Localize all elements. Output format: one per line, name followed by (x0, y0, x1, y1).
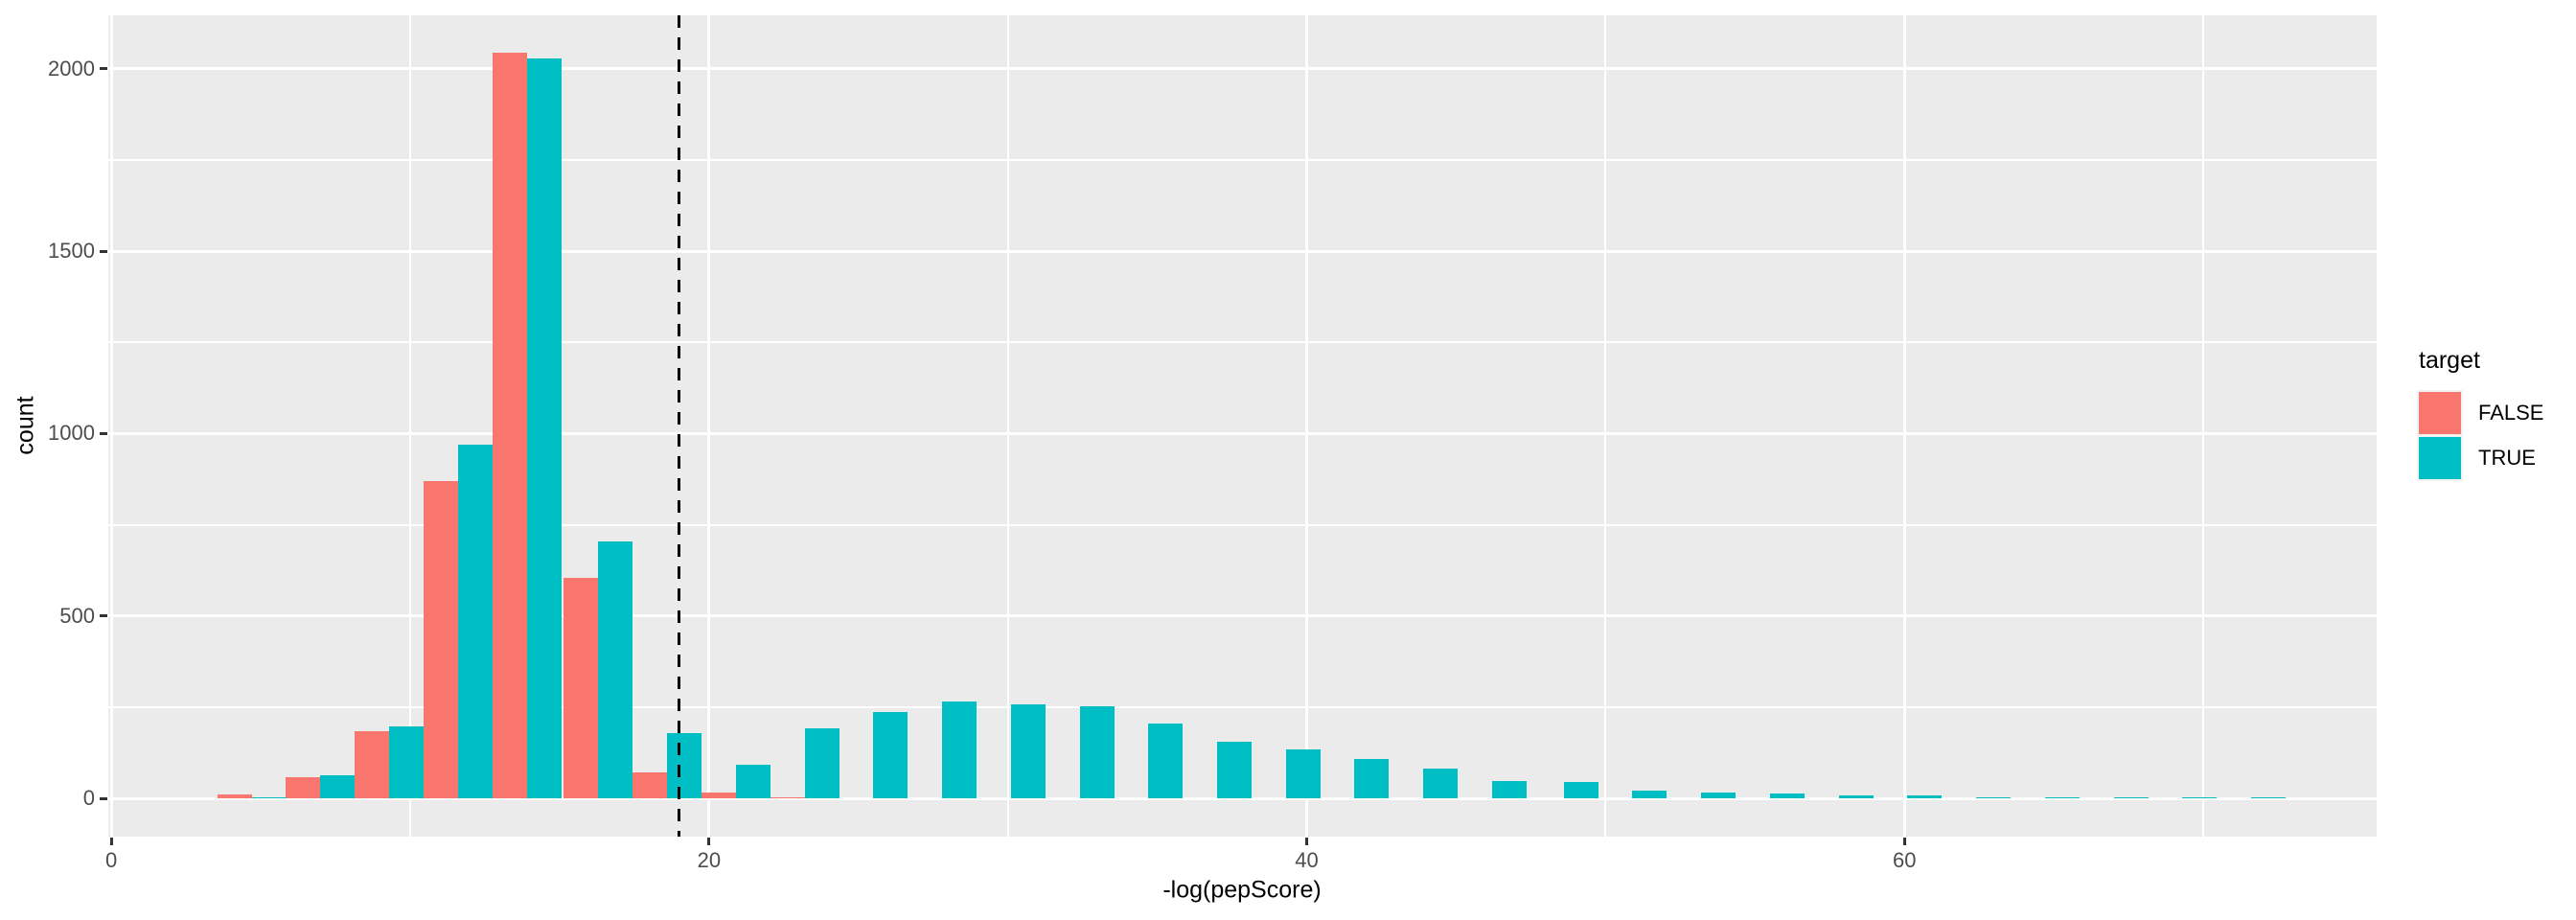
legend: target FALSE TRUE (2407, 347, 2570, 480)
x-tick-label: 60 (1893, 848, 1917, 872)
bar-true (1491, 780, 1527, 799)
bar-true (457, 444, 493, 799)
gridline-y-major (108, 614, 2377, 618)
plot-panel (108, 15, 2377, 837)
bar-true (942, 701, 978, 799)
y-tick-mark (100, 431, 107, 435)
gridline-y-major (108, 249, 2377, 253)
bar-true (320, 775, 356, 799)
legend-swatch-false (2419, 391, 2461, 434)
bar-true (1354, 758, 1390, 799)
bar-true (1423, 768, 1459, 799)
bar-false (286, 776, 321, 799)
gridline-x-major (109, 15, 113, 837)
bar-true (1701, 793, 1736, 799)
bar-false (770, 796, 805, 799)
bar-true (598, 540, 633, 799)
y-tick-label: 1500 (48, 239, 95, 264)
legend-entry-true: TRUE (2419, 435, 2570, 480)
bar-true (873, 711, 908, 799)
bar-true (1216, 742, 1252, 799)
bar-true (2182, 796, 2218, 799)
bar-false (701, 793, 736, 799)
gridline-y-minor (108, 341, 2377, 344)
bar-true (251, 796, 287, 799)
gridline-y-major (108, 796, 2377, 800)
gridline-x-minor (1006, 15, 1009, 837)
bar-true (526, 58, 562, 799)
y-tick-label: 0 (82, 786, 95, 811)
gridline-x-major (1902, 15, 1906, 837)
x-tick-label: 40 (1295, 848, 1319, 872)
bar-true (1632, 791, 1668, 799)
y-tick-label: 500 (59, 603, 95, 628)
gridline-y-minor (108, 705, 2377, 708)
bar-true (1148, 724, 1184, 799)
bar-false (217, 794, 252, 799)
bar-true (2251, 796, 2287, 799)
bar-true (1563, 781, 1598, 799)
gridline-x-minor (1604, 15, 1607, 837)
legend-entry-false: FALSE (2419, 390, 2570, 435)
bar-true (1907, 794, 1943, 799)
bar-false (632, 772, 668, 799)
gridline-x-major (1305, 15, 1309, 837)
gridline-y-minor (108, 523, 2377, 526)
bar-true (389, 726, 425, 799)
bar-false (355, 731, 390, 799)
bar-false (423, 480, 458, 799)
x-tick-mark (109, 838, 113, 845)
bar-true (2044, 796, 2080, 799)
bar-true (2113, 796, 2149, 799)
gridline-x-major (707, 15, 711, 837)
x-tick-mark (707, 838, 711, 845)
bar-true (735, 765, 770, 799)
gridline-x-minor (408, 15, 411, 837)
y-tick-label: 1000 (48, 421, 95, 446)
bar-true (1838, 794, 1874, 799)
y-tick-mark (100, 67, 107, 71)
bar-true (1079, 706, 1115, 799)
bar-true (1769, 794, 1805, 799)
gridline-y-major (108, 431, 2377, 435)
bar-false (492, 52, 527, 799)
gridline-x-minor (2202, 15, 2205, 837)
x-tick-label: 20 (697, 848, 722, 872)
threshold-dashed-line (678, 15, 681, 837)
bar-true (1010, 703, 1046, 799)
y-tick-mark (100, 796, 107, 800)
bar-true (1285, 749, 1321, 799)
bar-false (564, 577, 599, 799)
x-axis-title: -log(pepScore) (1162, 876, 1322, 904)
y-axis-title: count (12, 396, 39, 455)
legend-swatch-true (2419, 436, 2461, 479)
gridline-y-minor (108, 159, 2377, 162)
y-tick-mark (100, 614, 107, 618)
x-tick-mark (1305, 838, 1309, 845)
bar-true (804, 727, 840, 799)
legend-label-false: FALSE (2478, 400, 2544, 425)
legend-title: target (2419, 347, 2480, 374)
y-tick-mark (100, 249, 107, 253)
bar-true (667, 732, 702, 799)
y-tick-label: 2000 (48, 56, 95, 80)
bar-true (1976, 796, 2012, 799)
gridline-y-major (108, 67, 2377, 71)
legend-label-true: TRUE (2478, 445, 2536, 470)
x-tick-label: 0 (104, 848, 118, 872)
x-tick-mark (1902, 838, 1906, 845)
